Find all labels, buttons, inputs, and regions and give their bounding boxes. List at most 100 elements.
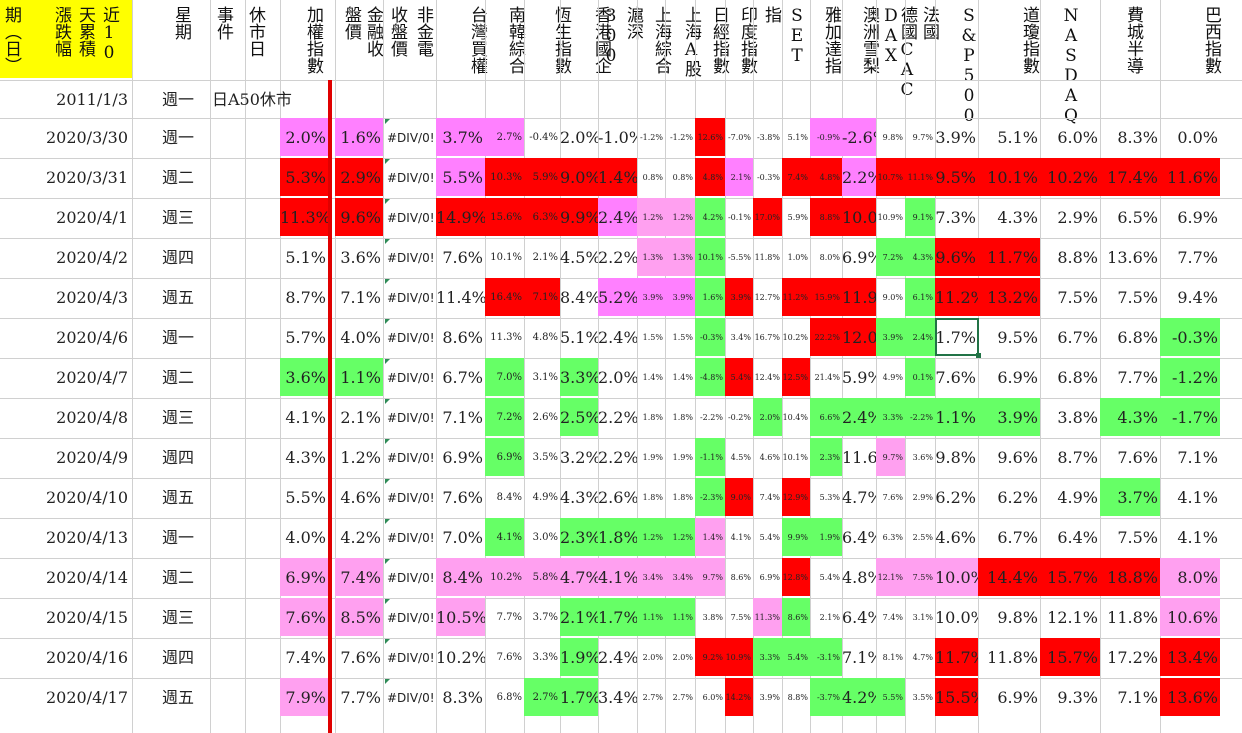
cell-value[interactable]: 11.8% (754, 253, 780, 262)
cell-value[interactable]: 11.6% (842, 448, 876, 467)
cell-value[interactable]: 9.7% (876, 438, 905, 476)
cell-value[interactable]: 12.5% (782, 358, 810, 396)
col-header-dax[interactable]: DAX (881, 6, 901, 66)
col-header-sz[interactable]: 滬深 (623, 6, 643, 40)
cell-value[interactable]: 8.8% (1057, 248, 1098, 267)
cell-value[interactable]: 6.7% (442, 368, 483, 387)
cell-weekday[interactable]: 週三 (162, 408, 195, 427)
cell-value[interactable]: 3.3% (753, 638, 782, 676)
cell-value[interactable]: 15.6% (485, 198, 524, 236)
cell-value[interactable]: 4.1% (1177, 488, 1218, 507)
cell-value[interactable]: 4.1% (730, 533, 751, 542)
cell-value[interactable]: 6.2% (997, 488, 1038, 507)
cell-value[interactable]: 7.1% (524, 278, 560, 316)
col-header-jp[interactable]: 日經指數 (709, 6, 729, 74)
cell-value[interactable]: 2.3% (560, 518, 598, 556)
cell-weekday[interactable]: 週四 (162, 648, 195, 667)
cell-value[interactable]: 9.0% (725, 478, 753, 516)
cell-value[interactable]: 6.3% (882, 533, 903, 542)
cell-value[interactable]: 1.1% (637, 598, 665, 636)
cell-value[interactable]: 11.2% (782, 278, 810, 316)
cell-value[interactable]: 12.8% (782, 558, 810, 596)
cell-value[interactable]: 4.6% (340, 488, 381, 507)
cell-value[interactable]: 3.6% (280, 358, 328, 396)
col-header-de[interactable]: 德國CAC (897, 6, 917, 100)
cell-value[interactable]: 1.9% (642, 453, 663, 462)
cell-value[interactable]: 2.1% (560, 598, 598, 636)
cell-value[interactable]: 9.8% (882, 133, 903, 142)
cell-date[interactable]: 2020/4/3 (56, 288, 128, 307)
cell-value[interactable]: 2.0% (642, 653, 663, 662)
cell-value[interactable]: 5.4% (782, 638, 810, 676)
cell-value[interactable]: 2.1% (340, 408, 381, 427)
cell-value[interactable]: 5.4% (725, 358, 753, 396)
cell-value[interactable]: 1.0% (787, 253, 808, 262)
cell-value[interactable]: -2.2% (905, 398, 935, 436)
cell-weekday[interactable]: 週二 (162, 568, 195, 587)
cell-value[interactable]: 4.7% (560, 558, 598, 596)
col-header-days[interactable]: 天累積 (75, 6, 95, 57)
cell-value[interactable]: 18.8% (1100, 558, 1160, 596)
cell-value[interactable]: 7.1% (1117, 688, 1158, 707)
cell-date[interactable]: 2020/4/14 (45, 568, 128, 587)
cell-value[interactable]: 4.0% (340, 328, 381, 347)
cell-value[interactable]: 12.4% (754, 373, 780, 382)
cell-value[interactable]: 8.7% (1057, 448, 1098, 467)
cell-value[interactable]: 6.7% (1057, 328, 1098, 347)
cell-value[interactable]: 4.6% (759, 453, 780, 462)
cell-value[interactable]: 7.1% (1177, 448, 1218, 467)
cell-value[interactable]: 12.7% (754, 293, 780, 302)
cell-value[interactable]: 2.1% (725, 158, 753, 196)
cell-value[interactable]: 2.0% (672, 653, 693, 662)
col-header-wtd[interactable]: 加權指數 (303, 6, 323, 74)
col-header-br[interactable]: 巴西指數 (1201, 6, 1221, 74)
cell-value[interactable]: 11.3% (753, 598, 782, 636)
cell-value[interactable]: 3.4% (730, 333, 751, 342)
cell-value[interactable]: 1.9% (810, 518, 842, 556)
cell-value[interactable]: 3.9% (876, 318, 905, 356)
cell-value[interactable]: -1.7% (1160, 398, 1220, 436)
cell-value[interactable]: -5.5% (727, 253, 751, 262)
cell-value[interactable]: 6.0% (702, 693, 723, 702)
cell-value[interactable]: #DIV/0! (387, 131, 435, 145)
cell-value[interactable]: 13.2% (978, 278, 1040, 316)
cell-value[interactable]: 2.1% (819, 613, 840, 622)
cell-value[interactable]: 7.5% (1117, 528, 1158, 547)
cell-value[interactable]: 9.7% (695, 558, 725, 596)
cell-value[interactable]: 8.5% (335, 598, 383, 636)
cell-weekday[interactable]: 週二 (162, 368, 195, 387)
cell-value[interactable]: 7.2% (485, 398, 524, 436)
cell-date[interactable]: 2020/4/15 (45, 608, 128, 627)
cell-value[interactable]: 6.2% (935, 488, 976, 507)
cell-value[interactable]: 8.6% (782, 598, 810, 636)
cell-value[interactable]: 12.9% (782, 478, 810, 516)
cell-value[interactable]: 8.0% (1160, 558, 1220, 596)
cell-value[interactable]: 11.2% (935, 278, 978, 316)
cell-value[interactable]: -0.1% (727, 213, 751, 222)
cell-value[interactable]: 7.7% (1117, 368, 1158, 387)
col-header-elec[interactable]: 非金電 (413, 6, 433, 57)
cell-value[interactable]: 8.4% (560, 288, 598, 307)
cell-value[interactable]: 16.7% (754, 333, 780, 342)
cell-value[interactable]: 7.6% (280, 598, 328, 636)
col-header-recent[interactable]: 近10 (99, 6, 119, 63)
cell-value[interactable]: 6.9% (842, 248, 876, 267)
col-header-chg[interactable]: 漲跌幅 (51, 6, 71, 57)
cell-value[interactable]: 1.5% (642, 333, 663, 342)
cell-value[interactable]: 9.8% (935, 448, 976, 467)
cell-value[interactable]: 2.6% (532, 412, 558, 423)
cell-value[interactable]: 2.7% (485, 118, 524, 156)
cell-value[interactable]: 11.3% (280, 198, 328, 236)
col-header-in[interactable]: 印度指數 (737, 6, 757, 74)
cell-value[interactable]: 1.4% (672, 373, 693, 382)
cell-value[interactable]: 4.5% (560, 248, 598, 267)
cell-value[interactable]: 1.8% (672, 413, 693, 422)
cell-date[interactable]: 2020/4/1 (56, 208, 128, 227)
cell-value[interactable]: 4.9% (1057, 488, 1098, 507)
cell-value[interactable]: 1.2% (340, 448, 381, 467)
cell-value[interactable]: 11.1% (905, 158, 935, 196)
cell-value[interactable]: 7.5% (905, 558, 935, 596)
cell-value[interactable]: 3.6% (912, 453, 933, 462)
cell-value[interactable]: 6.6% (810, 398, 842, 436)
